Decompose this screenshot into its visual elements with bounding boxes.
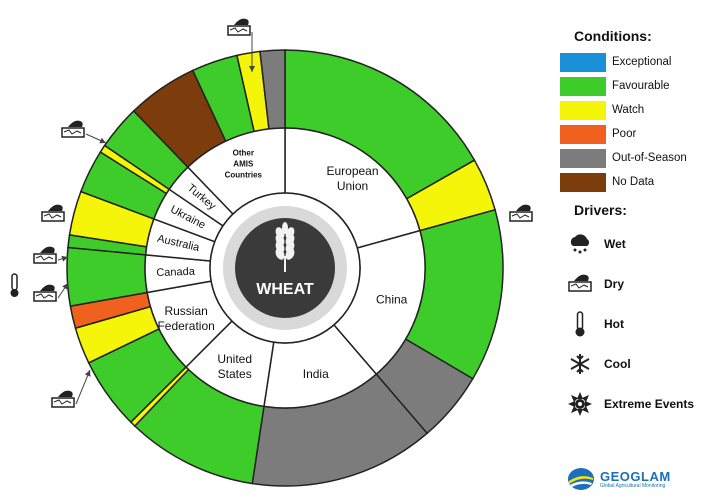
legend: Conditions: Exceptional Favourable Watch Po… [560, 28, 723, 424]
conditions-list: Exceptional Favourable Watch Poor Out-of-Sea… [560, 50, 723, 194]
center-label: WHEAT [256, 281, 314, 298]
legend-label: Favourable [612, 80, 670, 92]
dry-cracked-ground-icon [227, 18, 251, 36]
dry-cracked-ground-icon [560, 269, 600, 299]
dry-cracked-ground-icon [61, 120, 85, 138]
legend-label: Out-of-Season [612, 152, 687, 164]
legend-condition-item: No Data [560, 170, 723, 194]
thermometer-icon [560, 309, 600, 339]
legend-driver-item: Hot [560, 304, 723, 344]
legend-condition-item: Watch [560, 98, 723, 122]
legend-driver-item: Dry [560, 264, 723, 304]
country-label: Canada [156, 266, 196, 280]
country-label: India [303, 367, 329, 381]
legend-driver-label: Dry [604, 277, 625, 291]
legend-label: Watch [612, 104, 645, 116]
snowflake-icon [560, 349, 600, 379]
legend-label: Poor [612, 128, 637, 140]
legend-label: Exceptional [612, 56, 672, 68]
legend-driver-item: Extreme Events [560, 384, 723, 424]
marker-arrowhead [62, 283, 68, 290]
marker-arrow [75, 369, 91, 405]
legend-driver-item: Wet [560, 224, 723, 264]
brand-name: GEOGLAM [600, 468, 671, 484]
legend-swatch [560, 148, 606, 168]
dry-cracked-ground-icon [509, 204, 533, 222]
legend-driver-label: Wet [604, 237, 626, 251]
drivers-title: Drivers: [574, 202, 627, 218]
legend-driver-item: Cool [560, 344, 723, 384]
extreme-event-icon [560, 389, 600, 419]
geoglam-brand: GEOGLAM Global Agricultural Monitoring [566, 466, 671, 492]
marker-arrowhead [84, 370, 91, 377]
drivers-list: Wet Dry Hot Cool Extreme Events [560, 224, 723, 424]
legend-driver-label: Hot [604, 317, 624, 331]
country-ring [144, 127, 426, 409]
legend-swatch [560, 76, 606, 96]
dry-cracked-ground-icon [41, 204, 65, 222]
dry-cracked-ground-icon [51, 390, 75, 408]
legend-condition-item: Out-of-Season [560, 146, 723, 170]
country-label: United States [217, 352, 252, 381]
geoglam-logo-icon [568, 468, 594, 490]
legend-condition-item: Favourable [560, 74, 723, 98]
legend-driver-label: Cool [604, 357, 631, 371]
legend-swatch [560, 100, 606, 120]
country-label: European Union [326, 164, 378, 193]
marker-arrowhead [249, 66, 255, 72]
legend-driver-label: Extreme Events [604, 397, 695, 411]
conditions-title: Conditions: [574, 28, 652, 44]
country-label: Other AMIS Countries [225, 149, 263, 180]
thermometer-icon [10, 273, 19, 297]
driver-markers [10, 18, 533, 408]
legend-swatch [560, 124, 606, 144]
wheat-icon [275, 222, 295, 272]
marker-arrowhead [61, 255, 68, 262]
legend-condition-item: Exceptional [560, 50, 723, 74]
country-label: China [376, 293, 408, 307]
wet-cloud-icon [560, 229, 600, 259]
legend-label: No Data [612, 176, 655, 188]
country-label: Russian Federation [157, 304, 214, 333]
marker-arrowhead [99, 137, 106, 144]
brand-tagline: Global Agricultural Monitoring [600, 482, 666, 489]
dry-cracked-ground-icon [33, 284, 57, 302]
legend-swatch [560, 52, 606, 72]
dry-cracked-ground-icon [33, 246, 57, 264]
condition-ring [66, 49, 504, 487]
legend-condition-item: Poor [560, 122, 723, 146]
legend-swatch [560, 172, 606, 192]
